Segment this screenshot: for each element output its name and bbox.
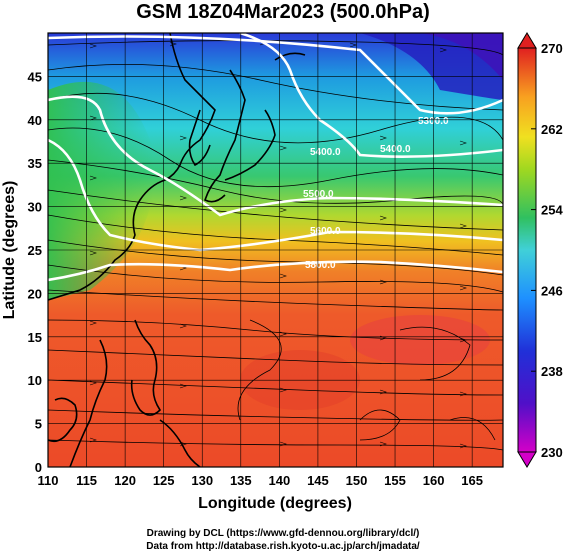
x-tick-label: 140 <box>269 473 291 488</box>
colorbar: 230 238 246 254 262 270 <box>517 32 563 468</box>
cold-core-center <box>420 33 503 80</box>
height-contours <box>48 33 503 282</box>
colorbar-ticks: 230 238 246 254 262 270 <box>531 41 563 460</box>
y-tick-label: 35 <box>28 156 42 171</box>
coastlines <box>48 33 306 467</box>
colorbar-lower-arrow <box>517 451 537 468</box>
x-tick-label: 145 <box>307 473 329 488</box>
x-axis-title: Longitude (degrees) <box>198 495 352 512</box>
credit-data-source: Data from http://database.rish.kyoto-u.a… <box>146 541 420 552</box>
y-axis-ticks: 0 5 10 15 20 25 30 35 40 45 <box>28 69 42 475</box>
graticule <box>47 33 503 468</box>
contour-label: 5400.0 <box>380 144 411 155</box>
contour-label: 5800.0 <box>305 260 336 271</box>
contour-label: 5500.0 <box>303 189 334 200</box>
y-tick-label: 15 <box>28 330 42 345</box>
colorbar-tick-label: 230 <box>541 445 563 460</box>
cold-core-northeast <box>360 33 503 100</box>
colorbar-tick-label: 270 <box>541 41 563 56</box>
y-tick-label: 5 <box>35 417 42 432</box>
x-tick-label: 155 <box>384 473 406 488</box>
x-tick-label: 125 <box>153 473 175 488</box>
x-axis-ticks: 110 115 120 125 130 135 140 145 150 155 160 165 <box>38 473 483 488</box>
x-tick-label: 160 <box>423 473 445 488</box>
y-tick-label: 20 <box>28 286 42 301</box>
y-tick-label: 10 <box>28 373 42 388</box>
colorbar-tick-label: 246 <box>541 283 563 298</box>
x-tick-label: 130 <box>191 473 213 488</box>
contour-label: 5600.0 <box>310 226 341 237</box>
credit-drawing: Drawing by DCL (https://www.gfd-dennou.o… <box>146 528 420 539</box>
x-tick-label: 120 <box>114 473 136 488</box>
y-tick-label: 30 <box>28 200 42 215</box>
y-axis-title: Latitude (degrees) <box>1 181 18 320</box>
x-tick-label: 165 <box>461 473 483 488</box>
streamline-arrows <box>89 40 467 449</box>
colorbar-tick-label: 262 <box>541 122 563 137</box>
y-tick-label: 0 <box>35 460 42 475</box>
y-tick-label: 45 <box>28 69 42 84</box>
x-tick-label: 110 <box>38 473 59 488</box>
colorbar-bar <box>517 47 537 453</box>
y-tick-label: 40 <box>28 113 42 128</box>
y-tick-label: 25 <box>28 243 42 258</box>
contour-label: 5400.0 <box>310 147 341 158</box>
x-tick-label: 135 <box>230 473 252 488</box>
colorbar-tick-label: 238 <box>541 364 563 379</box>
x-tick-label: 115 <box>76 473 97 488</box>
colorbar-tick-label: 254 <box>541 203 563 218</box>
x-tick-label: 150 <box>346 473 368 488</box>
warm-tongue-west <box>48 81 154 301</box>
warm-anomaly-east <box>350 315 490 365</box>
colorbar-upper-arrow <box>517 32 537 49</box>
plot-title: GSM 18Z04Mar2023 (500.0hPa) <box>136 1 430 23</box>
